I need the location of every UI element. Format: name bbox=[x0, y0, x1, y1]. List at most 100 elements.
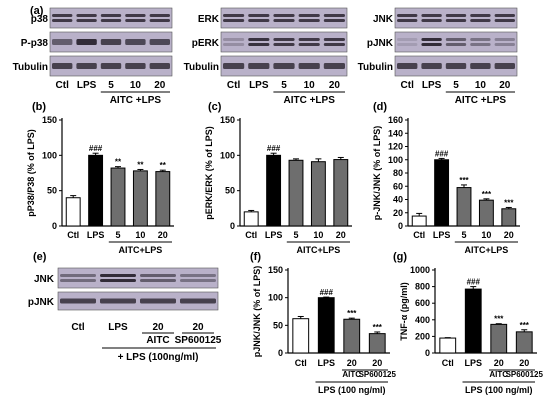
chart-pp38: 0 50 100 150 pP38/P38 (% of LPS) Ctl ### LPS ** 5… bbox=[26, 115, 174, 255]
x-tick-label: 20 bbox=[158, 230, 168, 240]
x-tick-label: 5 bbox=[461, 230, 466, 240]
blot-band bbox=[273, 63, 295, 69]
bar bbox=[65, 197, 81, 227]
y-tick-label: 150 bbox=[42, 115, 57, 125]
x-tick-label: 10 bbox=[135, 230, 145, 240]
y-axis-label: p-JNK/JNK (% of LPS) bbox=[372, 126, 382, 221]
blot-band bbox=[100, 279, 136, 282]
bar bbox=[501, 208, 517, 227]
y-tick-label: 100 bbox=[42, 150, 57, 160]
blot-band bbox=[273, 19, 295, 22]
panel-letter-g: (g) bbox=[393, 251, 407, 263]
blot-strip bbox=[220, 31, 348, 53]
lane-label-a1-1: LPS bbox=[77, 80, 97, 91]
x-sub-label: AITC bbox=[342, 370, 361, 379]
blot-band bbox=[100, 298, 136, 304]
blot-band bbox=[149, 63, 170, 69]
y-tick-label: 50 bbox=[47, 186, 57, 196]
panel-letter-b: (b) bbox=[32, 101, 46, 113]
y-axis-label: pP38/P38 (% of LPS) bbox=[26, 129, 36, 217]
y-axis-label: pJNK/JNK (% of LPS) bbox=[252, 266, 262, 358]
bar bbox=[434, 159, 450, 227]
blot-label-a3-0: JNK bbox=[373, 14, 394, 25]
bar bbox=[243, 211, 259, 227]
bar bbox=[456, 187, 472, 227]
blot-band bbox=[52, 39, 73, 45]
y-tick-label: 0 bbox=[52, 221, 57, 231]
blot-strip bbox=[394, 7, 518, 29]
blot-band bbox=[397, 14, 418, 17]
blot-band bbox=[470, 19, 491, 22]
blot-band bbox=[223, 43, 245, 46]
sublane-label-e-0: AITC bbox=[146, 335, 169, 346]
blot-band bbox=[60, 298, 96, 304]
lane-label-e-1: LPS bbox=[108, 322, 128, 333]
y-tick-label: 20 bbox=[393, 208, 403, 218]
treatment-label-e: + LPS (100ng/ml) bbox=[118, 352, 199, 363]
sig-label: ** bbox=[160, 161, 167, 170]
lane-label-a3-1: LPS bbox=[422, 80, 442, 91]
group-label: AITC+LPS bbox=[119, 245, 163, 255]
bar bbox=[288, 159, 304, 227]
group-label: AITC+LPS bbox=[465, 245, 509, 255]
panel-letter-c: (c) bbox=[208, 101, 222, 113]
bar bbox=[439, 337, 457, 354]
blot-band bbox=[273, 43, 295, 46]
x-tick-label: Ctl bbox=[442, 358, 454, 368]
x-tick-label: Ctl bbox=[67, 230, 79, 240]
blot-strip bbox=[57, 291, 219, 311]
bar bbox=[343, 318, 361, 354]
sig-label: ### bbox=[89, 144, 103, 153]
x-tick-label: 20 bbox=[372, 358, 382, 368]
x-tick-label: LPS bbox=[433, 230, 451, 240]
blot-band bbox=[445, 38, 467, 41]
y-tick-label: 0 bbox=[425, 348, 430, 358]
blot-band bbox=[494, 14, 515, 17]
blot-band bbox=[445, 43, 467, 46]
blot-band bbox=[100, 63, 122, 69]
lane-label-a2-3: 10 bbox=[304, 80, 316, 91]
blot-band bbox=[60, 274, 96, 277]
lane-label-a2-0: Ctl bbox=[227, 80, 241, 91]
x-sub-label: AITC bbox=[489, 370, 508, 379]
lane-label-a3-3: 10 bbox=[475, 80, 487, 91]
blot-band bbox=[149, 14, 170, 17]
blot-band bbox=[223, 63, 245, 69]
y-tick-label: 50 bbox=[273, 320, 283, 330]
treatment-label-a2: AITC +LPS bbox=[283, 95, 335, 106]
blot-band bbox=[52, 14, 73, 17]
bar bbox=[110, 167, 126, 227]
x-sub-label: SP600125 bbox=[359, 370, 397, 379]
blot-band bbox=[140, 298, 176, 304]
blot-band bbox=[76, 14, 97, 17]
y-tick-label: 600 bbox=[415, 298, 430, 308]
blot-band bbox=[494, 38, 515, 41]
y-tick-label: 50 bbox=[225, 186, 235, 196]
y-tick-label: 120 bbox=[388, 142, 403, 152]
y-tick-label: 80 bbox=[393, 168, 403, 178]
y-tick-label: 150 bbox=[268, 265, 283, 275]
blot-band bbox=[298, 19, 320, 22]
blot-band bbox=[323, 19, 345, 22]
x-tick-label: 20 bbox=[504, 230, 514, 240]
y-tick-label: 100 bbox=[268, 293, 283, 303]
treatment-label-a3: AITC +LPS bbox=[455, 95, 507, 106]
blot-band bbox=[76, 39, 97, 45]
blot-band bbox=[140, 279, 176, 282]
blot-band bbox=[52, 63, 73, 69]
blot-band bbox=[125, 19, 146, 22]
panel-letter-d: (d) bbox=[373, 101, 387, 113]
bar bbox=[368, 333, 386, 354]
panel-letter-a: (a) bbox=[30, 5, 44, 17]
lane-label-a3-2: 5 bbox=[453, 80, 459, 91]
blot-band bbox=[470, 14, 491, 17]
panel-letter-f: (f) bbox=[250, 251, 261, 263]
treatment-label-a1: AITC +LPS bbox=[110, 95, 162, 106]
bar bbox=[310, 161, 326, 227]
blot-band bbox=[248, 19, 270, 22]
blot-p38: p38 P-p38 Tubulin Ctl LPS 5 10 20 AITC +LPS bbox=[13, 7, 173, 106]
sig-label: *** bbox=[504, 198, 514, 207]
sig-label: *** bbox=[482, 190, 492, 199]
blot-band bbox=[125, 39, 146, 45]
blot-band bbox=[494, 63, 515, 69]
